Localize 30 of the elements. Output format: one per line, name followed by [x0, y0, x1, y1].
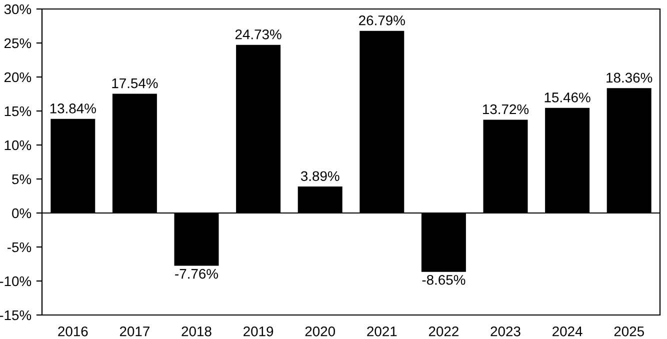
data-label: 26.79%	[359, 15, 405, 26]
x-tick-label: 2021	[367, 326, 397, 336]
x-tick-label: 2018	[182, 326, 212, 336]
x-tick-label: 2019	[244, 326, 274, 336]
data-label: 15.46%	[544, 92, 590, 102]
data-label: -7.76%	[175, 268, 218, 279]
y-tick-label: 10%	[4, 140, 32, 150]
x-tick-label: 2020	[305, 326, 336, 336]
data-label: 13.84%	[50, 104, 96, 114]
data-label: 17.54%	[112, 78, 158, 88]
x-tick-label: 2016	[58, 326, 88, 336]
x-tick-label: 2017	[120, 326, 150, 336]
y-tick-label: -10%	[0, 276, 32, 286]
x-tick-label: 2024	[552, 326, 582, 336]
y-tick-label: 15%	[4, 106, 32, 116]
y-tick-label: 25%	[4, 38, 32, 48]
data-label: 3.89%	[300, 171, 340, 182]
y-tick-label: -5%	[8, 242, 32, 252]
x-tick-label: 2023	[490, 326, 520, 336]
x-tick-label: 2022	[428, 326, 458, 336]
y-tick-label: 20%	[4, 72, 32, 82]
y-tick-label: -15%	[0, 310, 32, 320]
y-tick-label: 30%	[4, 4, 32, 14]
data-label: 24.73%	[235, 29, 282, 40]
y-tick-label: 5%	[12, 174, 32, 184]
data-label: 13.72%	[483, 104, 529, 114]
data-label: -8.65%	[422, 274, 466, 285]
y-tick-label: 0%	[12, 208, 32, 218]
x-tick-label: 2025	[614, 326, 644, 336]
data-label: 18.36%	[606, 72, 652, 83]
